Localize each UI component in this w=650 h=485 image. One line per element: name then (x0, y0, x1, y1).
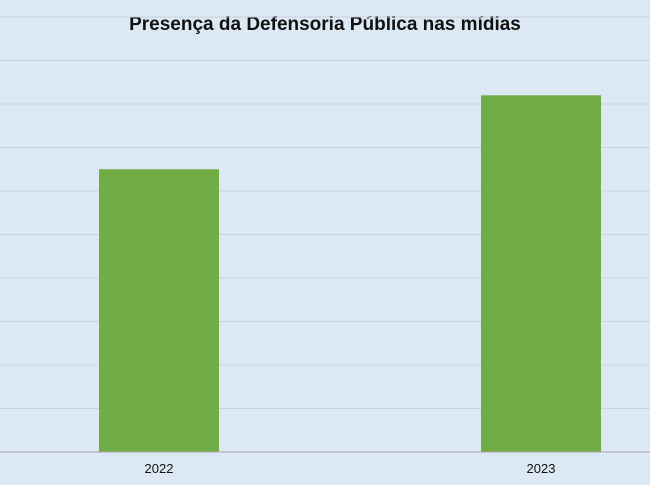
x-tick-labels: 2022 2023 (145, 461, 556, 476)
x-tick-label-2023: 2023 (527, 461, 556, 476)
chart-title: Presença da Defensoria Pública nas mídia… (129, 14, 521, 35)
bars (99, 95, 601, 453)
x-tick-label-2022: 2022 (145, 461, 174, 476)
bar-2023 (481, 95, 601, 453)
bar-2022 (99, 169, 219, 452)
